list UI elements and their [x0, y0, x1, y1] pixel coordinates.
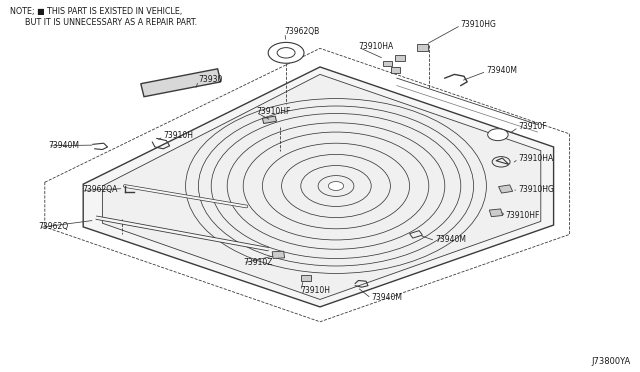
Polygon shape — [417, 44, 428, 51]
Text: 73910F: 73910F — [518, 122, 547, 131]
Polygon shape — [272, 251, 285, 259]
Circle shape — [328, 182, 344, 190]
Text: 73962Q: 73962Q — [38, 222, 68, 231]
Polygon shape — [83, 67, 554, 307]
Polygon shape — [102, 74, 541, 299]
Polygon shape — [262, 116, 276, 124]
Text: 73910HF: 73910HF — [256, 107, 291, 116]
Polygon shape — [301, 275, 311, 281]
Text: 73910H: 73910H — [301, 286, 331, 295]
Text: 73910HA: 73910HA — [358, 42, 394, 51]
Text: 73910HA: 73910HA — [518, 154, 554, 163]
Text: 73910HG: 73910HG — [518, 185, 554, 194]
Polygon shape — [395, 55, 405, 61]
Text: NOTE; ■ THIS PART IS EXISTED IN VEHICLE,
      BUT IT IS UNNECESSARY AS A REPAIR: NOTE; ■ THIS PART IS EXISTED IN VEHICLE,… — [10, 7, 196, 27]
Text: 73962QB: 73962QB — [285, 27, 320, 36]
Text: J73800YA: J73800YA — [591, 357, 630, 366]
Text: 73930: 73930 — [198, 76, 223, 84]
Text: 73940M: 73940M — [371, 293, 402, 302]
Text: 73940M: 73940M — [486, 66, 517, 75]
Text: 73940M: 73940M — [435, 235, 466, 244]
Text: 73910HF: 73910HF — [506, 211, 540, 220]
Text: 73910HG: 73910HG — [461, 20, 497, 29]
Text: 73910H: 73910H — [163, 131, 193, 140]
Text: 73910Z: 73910Z — [243, 258, 273, 267]
Circle shape — [268, 42, 304, 63]
Polygon shape — [141, 69, 221, 97]
Text: 73962QA: 73962QA — [82, 185, 117, 194]
Polygon shape — [490, 209, 502, 217]
Polygon shape — [391, 67, 400, 73]
Polygon shape — [499, 185, 513, 193]
Polygon shape — [383, 61, 392, 66]
Text: 73940M: 73940M — [48, 141, 79, 150]
Circle shape — [488, 129, 508, 141]
